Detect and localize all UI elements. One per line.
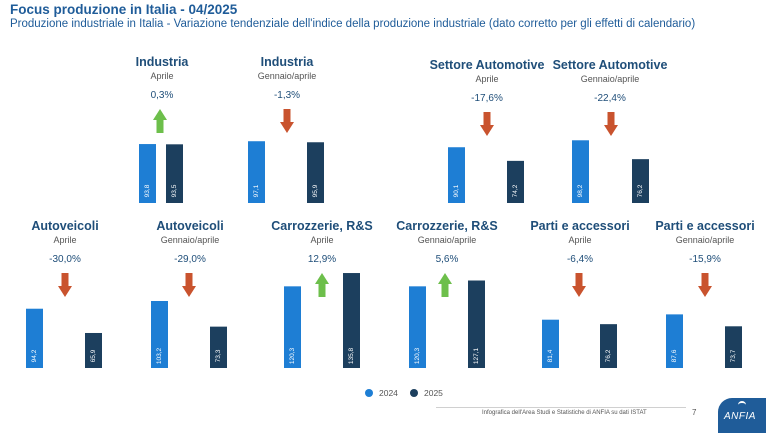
panel-10-period: Gennaio/aprile <box>676 235 735 245</box>
panel-4-bar-2024 <box>572 140 589 203</box>
legend-item-2024: 2024 <box>365 388 398 398</box>
panel-9-bar-label-2025: 76,2 <box>605 349 612 362</box>
page-number: 7 <box>692 408 697 417</box>
panel-1-title: Industria <box>136 55 190 69</box>
panel-6-bar-label-2025: 73,3 <box>215 349 222 362</box>
panel-5-bar-label-2024: 94,2 <box>31 349 38 362</box>
page-subtitle: Produzione industriale in Italia - Varia… <box>10 18 696 30</box>
panel-9-bar-label-2024: 81,4 <box>547 349 554 362</box>
panel-1-bar-label-2025: 93,5 <box>171 184 178 197</box>
panel-10-bar-label-2024: 87,6 <box>671 349 678 362</box>
panel-3-period: Aprile <box>475 74 498 84</box>
panel-5-change: -30,0% <box>49 254 81 265</box>
panel-5-title: Autoveicoli <box>31 219 98 233</box>
panel-4-period: Gennaio/aprile <box>581 74 640 84</box>
panel-8-period: Gennaio/aprile <box>418 235 477 245</box>
panel-5-period: Aprile <box>53 235 76 245</box>
panel-2-bar-label-2025: 95,9 <box>312 184 319 197</box>
panel-4-bar-label-2024: 98,2 <box>577 184 584 197</box>
panel-2-bar-label-2024: 97,1 <box>253 184 260 197</box>
panel-7-period: Aprile <box>310 235 333 245</box>
panel-9-down-arrow-icon <box>572 273 586 297</box>
panel-6-bar-2025 <box>210 326 227 368</box>
panel-5-bar-2024 <box>26 308 43 368</box>
panel-3-bar-2024 <box>448 147 465 203</box>
panel-1-bar-2024 <box>139 144 156 203</box>
legend-swatch-2024 <box>365 389 373 397</box>
panel-10-bar-2024 <box>666 314 683 368</box>
panel-6-title: Autoveicoli <box>156 219 223 233</box>
panel-2-period: Gennaio/aprile <box>258 71 317 81</box>
source-note: Infografica dell'Area Studi e Statistich… <box>482 410 647 416</box>
panel-9-change: -6,4% <box>567 254 593 265</box>
panel-3-down-arrow-icon <box>480 112 494 136</box>
panel-8-title: Carrozzerie, R&S <box>396 219 497 233</box>
panel-10-change: -15,9% <box>689 254 721 265</box>
logo-arc-icon <box>738 401 746 409</box>
panel-7-title: Carrozzerie, R&S <box>271 219 372 233</box>
panel-5-down-arrow-icon <box>58 273 72 297</box>
panel-10-bar-2025 <box>725 326 742 368</box>
panel-1-bar-2025 <box>166 144 183 203</box>
panel-6-change: -29,0% <box>174 254 206 265</box>
panel-7-bar-label-2025: 135,8 <box>348 347 355 364</box>
legend-label-2025: 2025 <box>424 388 443 398</box>
panel-9-period: Aprile <box>568 235 591 245</box>
panel-10-down-arrow-icon <box>698 273 712 297</box>
panel-5-bar-label-2025: 65,9 <box>90 349 97 362</box>
panel-2-change: -1,3% <box>274 90 300 101</box>
panel-10-title: Parti e accessori <box>655 219 754 233</box>
panel-7-bar-2024 <box>284 286 301 368</box>
panel-7-change: 12,9% <box>308 254 336 265</box>
panel-6-down-arrow-icon <box>182 273 196 297</box>
panel-7-up-arrow-icon <box>315 273 329 297</box>
panel-2-bar-2025 <box>307 142 324 203</box>
panel-1-bar-label-2024: 93,8 <box>144 184 151 197</box>
panel-4-bar-2025 <box>632 159 649 203</box>
panel-2-down-arrow-icon <box>280 109 294 133</box>
panel-8-bar-2024 <box>409 286 426 368</box>
panel-2-bar-2024 <box>248 141 265 203</box>
panel-9-bar-2024 <box>542 319 559 368</box>
panel-4-title: Settore Automotive <box>553 58 668 72</box>
panel-9-bar-2025 <box>600 324 617 368</box>
panel-4-change: -22,4% <box>594 93 626 104</box>
panel-8-bar-label-2025: 127,1 <box>473 347 480 364</box>
panel-7-bar-2025 <box>343 273 360 368</box>
panel-1-period: Aprile <box>150 71 173 81</box>
panel-5-bar-2025 <box>85 332 102 368</box>
panel-3-bar-label-2025: 74,2 <box>512 184 519 197</box>
panel-1-up-arrow-icon <box>153 109 167 133</box>
panel-9-title: Parti e accessori <box>530 219 629 233</box>
panel-10-bar-label-2025: 73,7 <box>730 349 737 362</box>
panel-3-bar-2025 <box>507 160 524 203</box>
panel-6-bar-2024 <box>151 300 168 368</box>
panel-2-title: Industria <box>261 55 315 69</box>
panel-3-bar-label-2024: 90,1 <box>453 184 460 197</box>
footer-divider <box>436 407 686 408</box>
logo-text: ANFIA <box>724 411 756 422</box>
anfia-logo: ANFIA <box>718 398 766 433</box>
panel-6-period: Gennaio/aprile <box>161 235 220 245</box>
panel-8-change: 5,6% <box>436 254 459 265</box>
panel-8-up-arrow-icon <box>438 273 452 297</box>
legend-label-2024: 2024 <box>379 388 398 398</box>
panel-8-bar-2025 <box>468 280 485 368</box>
panel-4-down-arrow-icon <box>604 112 618 136</box>
panel-6-bar-label-2024: 103,2 <box>156 347 163 364</box>
legend-item-2025: 2025 <box>410 388 443 398</box>
panel-3-change: -17,6% <box>471 93 503 104</box>
legend-swatch-2025 <box>410 389 418 397</box>
panel-8-bar-label-2024: 120,3 <box>414 347 421 364</box>
panel-4-bar-label-2025: 76,2 <box>637 184 644 197</box>
panel-1-change: 0,3% <box>151 90 174 101</box>
panel-3-title: Settore Automotive <box>430 58 545 72</box>
page-title: Focus produzione in Italia - 04/2025 <box>10 2 238 17</box>
panel-7-bar-label-2024: 120,3 <box>289 347 296 364</box>
